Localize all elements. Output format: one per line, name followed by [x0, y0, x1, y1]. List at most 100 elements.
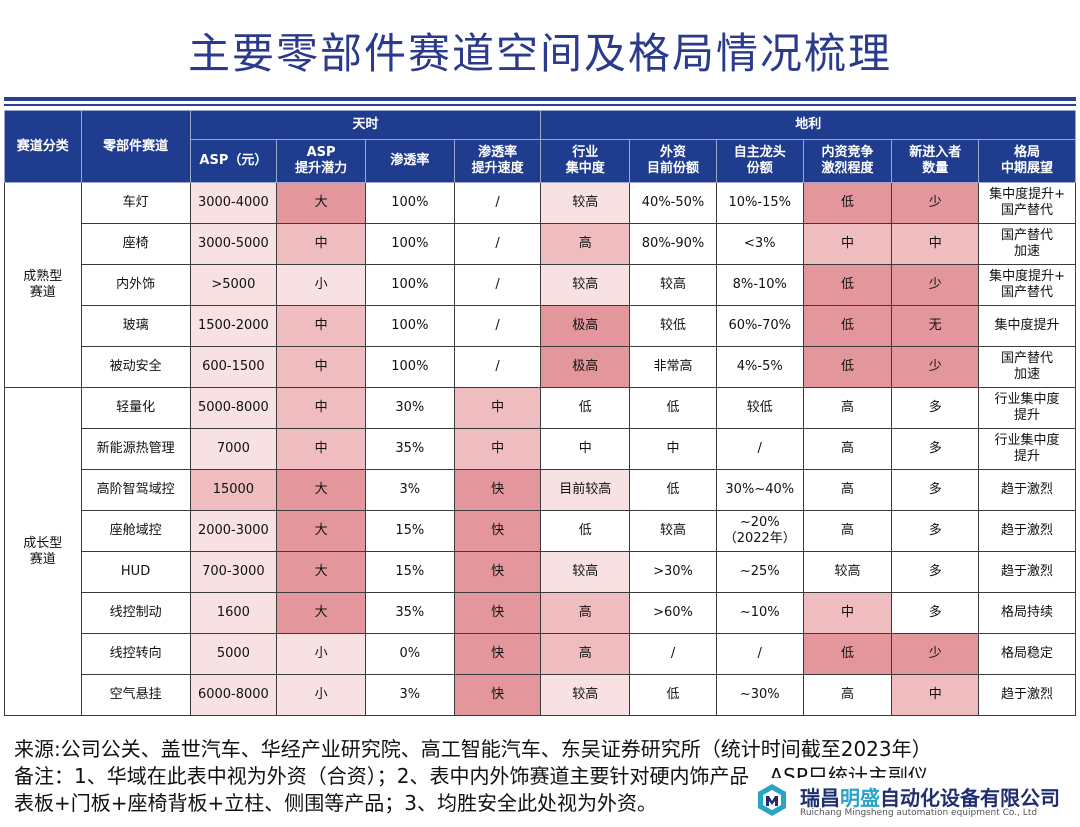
- logo-name-pre: 瑞昌: [800, 786, 840, 810]
- data-cell: 趋于激烈: [978, 469, 1076, 511]
- data-cell: 6000-8000: [189, 674, 278, 716]
- data-cell: 多: [891, 510, 980, 552]
- table-row: HUD 700-3000 大 15% 快较高 >30% ~25% 较高多趋于激烈: [5, 551, 1076, 593]
- data-cell: 中: [629, 428, 717, 470]
- data-cell-line: 趋于激烈: [1001, 523, 1054, 538]
- data-cell: 5000-8000: [189, 387, 278, 429]
- data-cell: 非常高: [629, 346, 717, 388]
- data-cell: 较高: [540, 674, 631, 716]
- data-cell: 较高: [629, 510, 717, 552]
- data-cell: 低: [629, 469, 717, 511]
- header-col-7: 内资竞争 激烈程度: [802, 139, 893, 183]
- header-col-line: ASP（元）: [199, 153, 268, 168]
- data-cell: 高: [802, 387, 893, 429]
- header-group-dili: 地利: [540, 110, 1076, 140]
- data-cell: 高: [802, 428, 893, 470]
- category-line: 赛道: [29, 551, 56, 567]
- header-col-line: 中期展望: [1001, 161, 1054, 176]
- data-cell: 60%-70%: [715, 305, 804, 347]
- header-col-3: 渗透率 提升速度: [453, 139, 542, 183]
- data-cell: 3%: [364, 469, 455, 511]
- data-cell-line: 加速: [1014, 244, 1041, 259]
- data-cell: 行业集中度 提升: [978, 428, 1076, 470]
- header-col-9: 格局 中期展望: [978, 139, 1076, 183]
- data-cell: 中: [276, 428, 366, 470]
- data-cell-line: 行业集中度: [994, 433, 1060, 448]
- data-cell-line: 集中度提升+: [989, 269, 1065, 284]
- category-line: 成熟型: [23, 269, 63, 284]
- data-cell: 700-3000: [189, 551, 278, 593]
- data-cell: >30%: [629, 551, 717, 593]
- data-cell: 多: [891, 428, 980, 470]
- header-col-line: ASP: [306, 145, 336, 160]
- data-cell: 低: [540, 387, 631, 429]
- track-name-cell: 车灯: [80, 182, 191, 224]
- data-cell: 35%: [364, 592, 455, 634]
- table-row: 座椅 3000-5000 中 100% / 高 80%-90% <3% 中中国产替代 加速: [5, 223, 1076, 265]
- data-cell: 80%-90%: [629, 223, 717, 265]
- data-cell: 小: [276, 674, 366, 716]
- data-cell: 10%-15%: [715, 182, 804, 224]
- track-name-cell: 座舱域控: [80, 510, 191, 552]
- header-col-8: 新进入者 数量: [891, 139, 980, 183]
- data-cell: 较高: [802, 551, 893, 593]
- track-name-cell: 座椅: [80, 223, 191, 265]
- logo-name-highlight: 明盛: [840, 786, 880, 810]
- data-cell-line: 提升: [1014, 408, 1041, 423]
- data-cell: /: [453, 264, 542, 306]
- table-row: 玻璃 1500-2000 中 100% / 极高 较低 60%-70% 低无集中度提升: [5, 305, 1076, 347]
- data-cell: 100%: [364, 264, 455, 306]
- category-cell: 成长型 赛道: [4, 387, 82, 716]
- logo-name-post: 自动化设备有限公司: [880, 786, 1060, 810]
- data-cell: >60%: [629, 592, 717, 634]
- track-name-cell: 被动安全: [80, 346, 191, 388]
- data-cell: 1600: [189, 592, 278, 634]
- data-cell: 少: [891, 633, 980, 675]
- track-name-cell: 空气悬挂: [80, 674, 191, 716]
- data-cell-line: 提升: [1014, 449, 1041, 464]
- data-cell: 多: [891, 469, 980, 511]
- data-cell: 15%: [364, 510, 455, 552]
- data-cell-line: 趋于激烈: [1001, 482, 1054, 497]
- data-cell: 快: [453, 551, 542, 593]
- data-cell: 趋于激烈: [978, 551, 1076, 593]
- table-row: 被动安全 600-1500 中 100% / 极高 非常高 4%-5% 低少国产替代 加速: [5, 346, 1076, 388]
- data-cell: 大: [276, 551, 366, 593]
- data-cell: 快: [453, 674, 542, 716]
- header-col-line: 集中度: [565, 161, 605, 176]
- data-cell: 30%: [364, 387, 455, 429]
- data-cell: 3%: [364, 674, 455, 716]
- data-cell-line: 国产替代: [1001, 228, 1054, 243]
- data-cell: 中: [453, 387, 542, 429]
- header-col-line: 目前份额: [647, 161, 700, 176]
- data-cell: 多: [891, 592, 980, 634]
- data-cell: /: [453, 182, 542, 224]
- data-cell: 中: [891, 223, 980, 265]
- data-cell: 低: [802, 182, 893, 224]
- data-cell: 15000: [189, 469, 278, 511]
- data-cell-line: 格局稳定: [1001, 646, 1054, 661]
- data-cell: 目前较高: [540, 469, 631, 511]
- data-cell: 低: [629, 674, 717, 716]
- table-row: 线控转向 5000 小 0% 快高 / / 低少格局稳定: [5, 633, 1076, 675]
- data-cell: ~20% （2022年）: [715, 510, 804, 552]
- header-col-line: 自主龙头: [733, 145, 786, 160]
- table-row: 空气悬挂 6000-8000 小 3% 快较高低 ~30% 高中 趋于激烈: [5, 674, 1076, 716]
- company-logo: 瑞昌明盛自动化设备有限公司 Ruichang Mingsheng automat…: [746, 778, 1080, 824]
- data-cell-line: 国产替代: [1001, 203, 1054, 218]
- header-col-1: ASP 提升潜力: [276, 139, 366, 183]
- header-col-line: 内资竞争: [821, 145, 874, 160]
- data-cell: 较高: [540, 182, 631, 224]
- footer-notes: 来源:公司公关、盖世汽车、华经产业研究院、高工智能汽车、东吴证券研究所（统计时间…: [14, 736, 932, 817]
- data-cell: 100%: [364, 223, 455, 265]
- table-row: 内外饰 >5000 小 100% / 较高 较高 8%-10% 低少集中度提升+ 国产替代: [5, 264, 1076, 306]
- data-cell: 快: [453, 633, 542, 675]
- data-cell: 极高: [540, 346, 631, 388]
- data-cell: 40%-50%: [629, 182, 717, 224]
- header-col-4: 行业 集中度: [540, 139, 631, 183]
- track-name-cell: 轻量化: [80, 387, 191, 429]
- data-cell: 3000-5000: [189, 223, 278, 265]
- header-col-6: 自主龙头 份额: [715, 139, 804, 183]
- header-col-line: 提升速度: [471, 161, 524, 176]
- data-cell: 较低: [715, 387, 804, 429]
